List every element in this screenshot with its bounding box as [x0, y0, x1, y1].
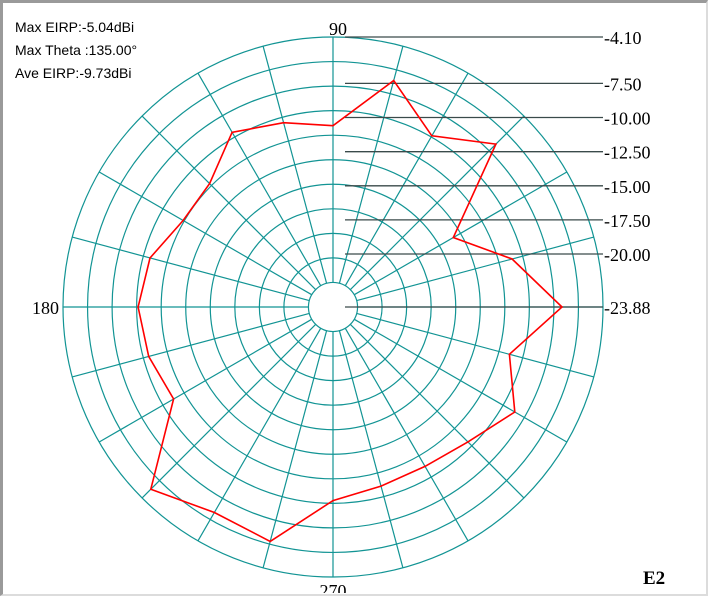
eirp-data-point	[269, 540, 272, 543]
eirp-data-point	[495, 143, 497, 145]
eirp-data-point	[508, 353, 511, 356]
eirp-data-point	[149, 257, 151, 259]
scale-tick-label: -20.00	[604, 245, 651, 265]
eirp-data-point	[137, 306, 139, 308]
eirp-data-point	[431, 135, 433, 137]
eirp-traces	[137, 79, 564, 543]
grid-spoke	[262, 330, 328, 568]
max-theta-text: Max Theta :135.00°	[15, 42, 138, 58]
grid-spoke	[338, 46, 404, 284]
grid-spoke	[353, 318, 568, 443]
grid-spoke	[344, 327, 469, 542]
grid-spoke	[356, 236, 594, 302]
grid-spoke	[141, 323, 317, 499]
grid-spoke	[72, 312, 310, 378]
angle-label: 180	[32, 298, 59, 318]
grid-spoke	[356, 312, 594, 378]
angle-label: 270	[320, 581, 347, 593]
scale-tick-label: -4.10	[604, 28, 642, 48]
eirp-data-point	[208, 182, 211, 185]
grid-spoke	[197, 327, 322, 542]
eirp-data-point	[561, 306, 563, 308]
eirp-data-point	[150, 488, 152, 491]
eirp-data-point	[213, 511, 216, 514]
eirp-data-point	[172, 398, 175, 400]
eirp-data-point	[147, 355, 150, 358]
grid-spoke	[262, 46, 328, 284]
eirp-data-point	[467, 441, 469, 443]
eirp-data-point	[452, 236, 455, 239]
grid-spoke	[98, 318, 313, 443]
scale-tick-label: -12.50	[604, 143, 651, 163]
eirp-data-point	[514, 411, 516, 413]
grid-spoke	[353, 171, 568, 296]
info-box: Max EIRP:-5.04dBi Max Theta :135.00° Ave…	[15, 16, 137, 85]
scale-tick-label: -7.50	[604, 74, 642, 94]
grid-spoke	[197, 72, 322, 287]
angle-labels: 90 180 270	[32, 19, 347, 593]
eirp-data-point	[332, 499, 334, 502]
grid-spokes	[63, 37, 603, 577]
grid-spoke	[349, 323, 525, 499]
scale-tick-label: -17.50	[604, 211, 651, 231]
eirp-data-point	[332, 124, 334, 127]
polar-chart: -4.10 -7.50 -10.00 -12.50 -15.00 -17.50 -20.00…	[32, 19, 665, 593]
grid-spoke	[338, 330, 404, 568]
grid-spoke	[72, 236, 310, 302]
radial-scale-labels: -4.10 -7.50 -10.00 -12.50 -15.00 -17.50 -20.00…	[604, 28, 651, 318]
grid-spoke	[349, 115, 525, 291]
eirp-data-point	[424, 465, 426, 468]
eirp-data-point	[231, 131, 233, 134]
scale-tick-label: -10.00	[604, 109, 651, 129]
eirp-data-point	[380, 485, 382, 487]
eirp-data-point	[392, 79, 395, 82]
eirp-data-point	[182, 219, 184, 222]
scale-tick-label: -15.00	[604, 177, 651, 197]
panel-label: E2	[643, 568, 665, 589]
ave-eirp-text: Ave EIRP:-9.73dBi	[15, 65, 132, 81]
angle-label: 90	[329, 19, 347, 39]
max-eirp-text: Max EIRP:-5.04dBi	[15, 19, 135, 35]
eirp-data-point	[511, 258, 513, 260]
grid-spoke	[141, 115, 317, 291]
scale-tick-label: -23.88	[604, 298, 651, 318]
grid-spoke	[98, 171, 313, 296]
radial-scale-lines	[345, 36, 603, 308]
grid-spoke	[344, 72, 469, 287]
eirp-data-point	[282, 121, 285, 124]
